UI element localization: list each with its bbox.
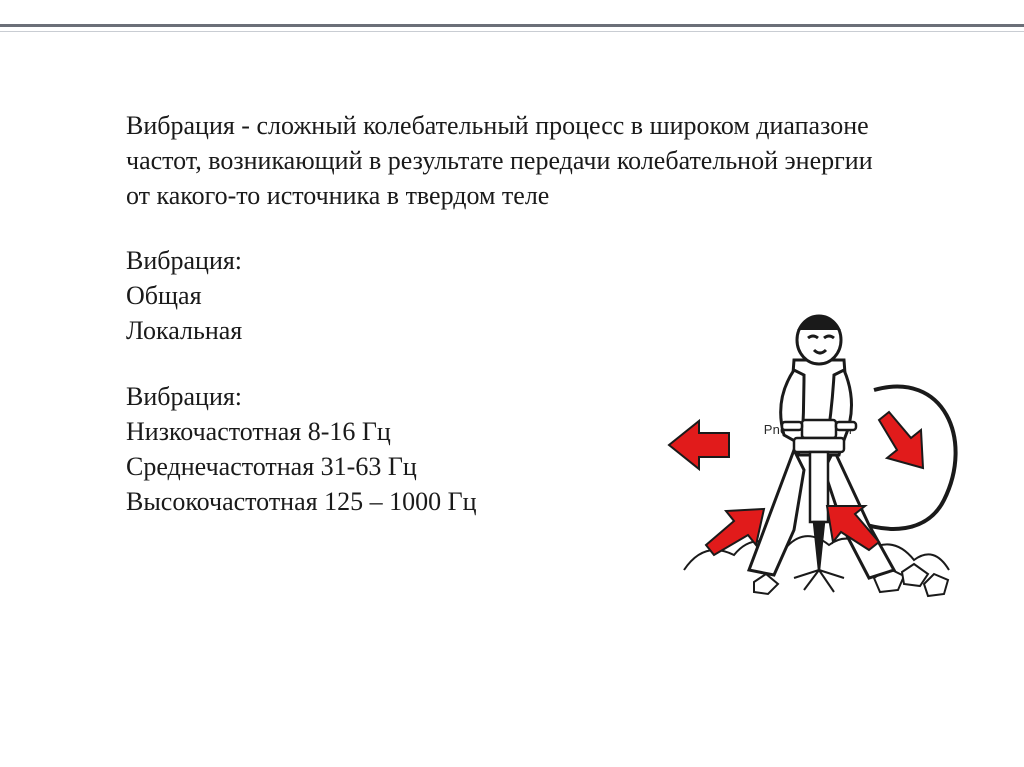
drill-worker-svg [644,270,984,610]
slide: Вибрация - сложный колебательный процесс… [0,0,1024,767]
definition-text: Вибрация - сложный колебательный процесс… [126,108,886,213]
rule-line-dark [0,24,1024,27]
pneumatic-drill-illustration [644,270,984,610]
rule-line-light [0,31,1024,32]
top-rule [0,24,1024,36]
